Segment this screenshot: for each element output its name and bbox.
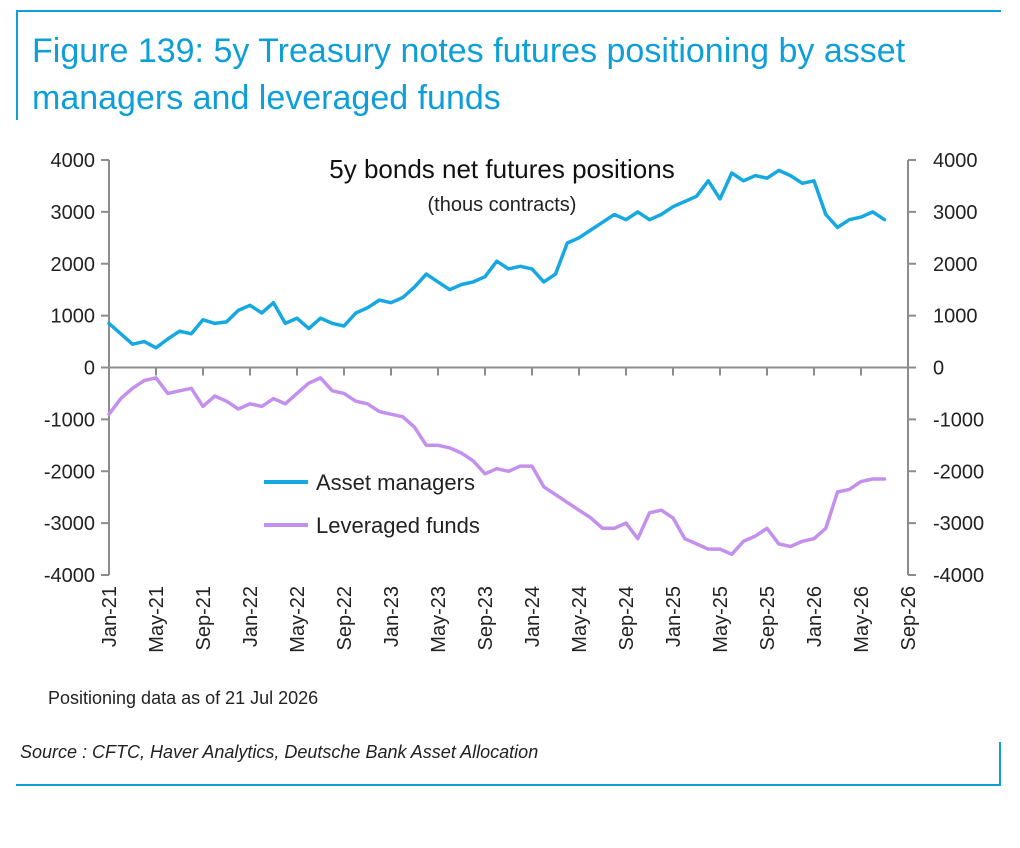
y-tick-label-left: -3000 (44, 513, 95, 535)
y-tick-label-left: 0 (84, 358, 95, 380)
x-tick-label: Sep-26 (898, 586, 920, 651)
chart-axes: 4000 4000 3000 3000 2000 2000 1000 1000 0 0 -1000 -… (44, 150, 984, 653)
y-tick-label-right: 2000 (933, 254, 978, 276)
x-tick-label: Jan-23 (381, 586, 403, 647)
x-tick-label: May-26 (851, 586, 873, 653)
x-tick-label: Jan-22 (240, 586, 262, 647)
y-tick-label-left: -2000 (44, 461, 95, 483)
frame-right-border (999, 742, 1001, 786)
x-tick-label: Sep-25 (757, 586, 779, 651)
series-line-leveraged-funds (107, 376, 887, 557)
legend-label: Asset managers (316, 470, 475, 495)
x-tick-label: May-23 (428, 586, 450, 653)
figure-title: Figure 139: 5y Treasury notes futures po… (32, 32, 906, 117)
chart-series (107, 168, 887, 557)
y-tick-label-right: 4000 (933, 150, 978, 172)
y-tick-label-left: 3000 (51, 202, 96, 224)
y-tick-label-right: 3000 (933, 202, 978, 224)
chart-title: 5y bonds net futures positions (329, 154, 674, 184)
y-tick-label-left: -4000 (44, 565, 95, 587)
x-tick-label: Sep-24 (616, 586, 638, 651)
x-tick-label: Jan-21 (99, 586, 121, 647)
y-tick-label-right: -3000 (933, 513, 984, 535)
frame-bottom-border (16, 784, 1001, 786)
x-tick-label: Sep-23 (475, 586, 497, 651)
x-tick-label: May-22 (287, 586, 309, 653)
y-tick-label-left: -1000 (44, 409, 95, 431)
x-tick-label: May-25 (710, 586, 732, 653)
positioning-note: Positioning data as of 21 Jul 2026 (48, 688, 319, 708)
x-tick-label: May-24 (569, 586, 591, 653)
frame-top-border (16, 10, 1001, 12)
x-tick-label: Jan-26 (804, 586, 826, 647)
y-tick-label-right: 1000 (933, 306, 978, 328)
y-tick-label-right: -4000 (933, 565, 984, 587)
y-tick-label-left: 2000 (51, 254, 96, 276)
x-tick-label: May-21 (146, 586, 168, 653)
frame-left-border (16, 10, 18, 120)
y-tick-label-right: -1000 (933, 409, 984, 431)
x-tick-label: Jan-24 (522, 586, 544, 647)
y-tick-label-right: -2000 (933, 461, 984, 483)
x-tick-label: Jan-25 (663, 586, 685, 647)
x-tick-label: Sep-21 (193, 586, 215, 651)
y-tick-label-left: 1000 (51, 306, 96, 328)
x-tick-label: Sep-22 (334, 586, 356, 651)
series-line-asset-managers (107, 168, 887, 350)
chart-subtitle: (thous contracts) (428, 194, 577, 216)
y-tick-label-left: 4000 (51, 150, 96, 172)
legend-label: Leveraged funds (316, 513, 480, 538)
chart-legend: Asset managers Leveraged funds (264, 470, 480, 538)
y-tick-label-right: 0 (933, 358, 944, 380)
source-note: Source : CFTC, Haver Analytics, Deutsche… (20, 742, 539, 762)
